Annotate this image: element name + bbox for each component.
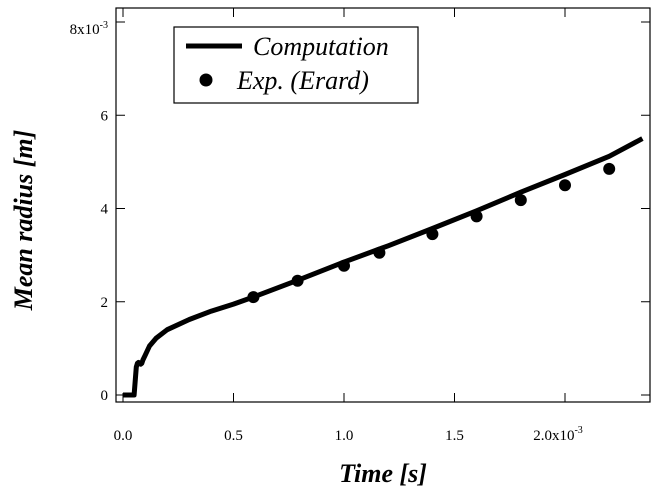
data-point-experiment: [291, 274, 304, 287]
y-tick-label: 6: [101, 108, 109, 124]
x-axis-ticks: 0.0 0.5 1.0 1.5 2.0x10-3: [114, 8, 583, 444]
x-tick-exponent: -3: [574, 425, 582, 436]
y-axis-title: Mean radius [m]: [9, 130, 38, 312]
plot-frame: [115, 7, 651, 403]
data-point-experiment: [603, 162, 616, 175]
x-axis-title: Time [s]: [339, 459, 427, 488]
legend-label-computation: Computation: [253, 32, 389, 61]
legend-box: [173, 26, 419, 104]
y-axis-ticks: 0 2 4 6 8x10-3: [70, 20, 650, 404]
y-tick-label: 8x10-3: [70, 20, 108, 38]
series-line-computation: [123, 136, 644, 398]
data-point-experiment: [559, 179, 571, 192]
x-tick-label: 0.5: [224, 428, 243, 444]
data-point-experiment: [426, 228, 439, 241]
legend: Computation Exp. (Erard): [173, 26, 419, 104]
x-tick-label: 2.0x10-3: [533, 425, 583, 444]
x-tick-label: 0.0: [114, 428, 133, 444]
y-tick-label: 2: [101, 295, 109, 311]
y-tick-exponent: -3: [100, 20, 108, 31]
data-point-experiment: [514, 194, 527, 207]
legend-label-experiment: Exp. (Erard): [236, 66, 369, 95]
legend-marker-swatch: [199, 73, 213, 87]
series-layer: [123, 136, 644, 398]
x-tick-label: 1.5: [445, 428, 464, 444]
data-point-experiment: [373, 246, 386, 259]
x-tick-label: 1.0: [335, 428, 354, 444]
data-point-experiment: [338, 259, 350, 272]
data-point-experiment: [247, 291, 260, 304]
y-tick-label: 4: [101, 202, 109, 218]
data-point-experiment: [470, 210, 483, 223]
y-tick-label: 0: [101, 388, 109, 404]
